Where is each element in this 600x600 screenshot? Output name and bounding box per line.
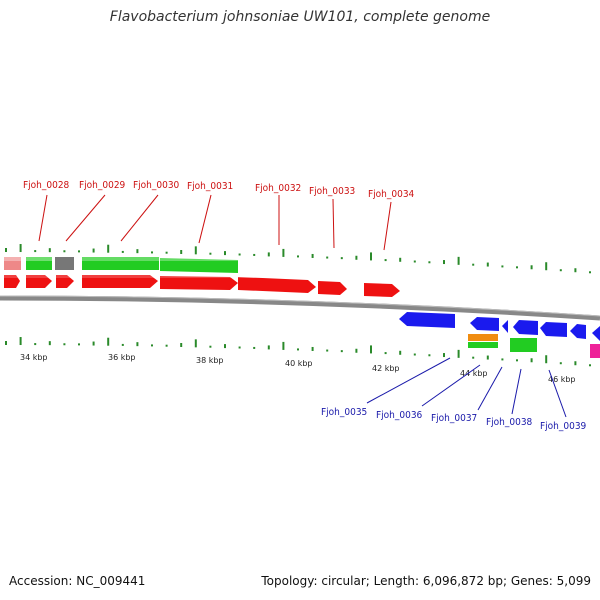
gene-label-bottom[interactable]: Fjoh_0038: [486, 417, 533, 428]
cds-arrow: [364, 283, 400, 297]
cds-arrow: [4, 275, 20, 288]
feature-magenta: [590, 344, 600, 358]
scale-label: 46 kbp: [548, 375, 576, 384]
cds-arrow: [26, 275, 52, 288]
feature-rrna: [4, 257, 21, 270]
gene-label-bottom[interactable]: Fjoh_0035: [321, 407, 367, 418]
cds-arrow: [502, 320, 508, 333]
feature-gene: [468, 342, 498, 348]
feature-gene: [510, 338, 537, 352]
gene-track-bottom: [468, 334, 600, 358]
cds-arrow: [82, 275, 158, 288]
cds-arrow: [56, 275, 74, 288]
top-gene-labels: [38, 194, 392, 251]
gene-label-top[interactable]: Fjoh_0030: [133, 180, 180, 191]
gene-label-bottom[interactable]: Fjoh_0036: [376, 410, 423, 421]
feature-gray: [55, 257, 74, 270]
scale-labels: 34 kbp 36 kbp 38 kbp 40 kbp 42 kbp 44 kb…: [20, 353, 576, 384]
cds-arrow: [399, 312, 455, 328]
genome-backbone: [0, 295, 600, 321]
scale-label: 44 kbp: [460, 369, 488, 378]
gene-track-top: [4, 257, 238, 273]
gc-skew-track-bottom: [5, 337, 591, 367]
feature-gene: [26, 257, 52, 270]
cds-track-plus: [4, 275, 400, 297]
cds-arrow: [470, 317, 499, 331]
bottom-gene-labels: [366, 357, 567, 418]
gene-label-top[interactable]: Fjoh_0028: [23, 180, 70, 191]
gene-label-top[interactable]: Fjoh_0029: [79, 180, 126, 191]
cds-arrow: [592, 326, 600, 341]
gene-label-top[interactable]: Fjoh_0031: [187, 181, 233, 192]
scale-label: 40 kbp: [285, 359, 313, 368]
gene-label-top[interactable]: Fjoh_0034: [368, 189, 415, 200]
accession-text: Accession: NC_009441: [9, 574, 146, 588]
gene-label-bottom[interactable]: Fjoh_0037: [431, 413, 477, 424]
cds-arrow: [160, 276, 238, 290]
gene-label-bottom[interactable]: Fjoh_0039: [540, 421, 587, 432]
gene-label-top[interactable]: Fjoh_0032: [255, 183, 301, 194]
map-title: Flavobacterium johnsoniae UW101, complet…: [109, 9, 491, 25]
gc-skew-track-top: [5, 244, 591, 274]
cds-arrow: [318, 281, 347, 295]
cds-track-minus: [399, 312, 600, 341]
topology-text: Topology: circular; Length: 6,096,872 bp…: [261, 574, 591, 588]
scale-label: 34 kbp: [20, 353, 48, 362]
cds-arrow: [570, 324, 586, 339]
feature-gene: [160, 258, 238, 273]
scale-label: 36 kbp: [108, 353, 136, 362]
scale-label: 42 kbp: [372, 364, 400, 373]
scale-label: 38 kbp: [196, 356, 224, 365]
cds-arrow: [540, 322, 567, 337]
cds-arrow: [238, 277, 316, 293]
feature-orange: [468, 334, 498, 341]
feature-gene: [82, 257, 159, 270]
cds-arrow: [513, 320, 538, 335]
gene-label-top[interactable]: Fjoh_0033: [309, 186, 355, 197]
